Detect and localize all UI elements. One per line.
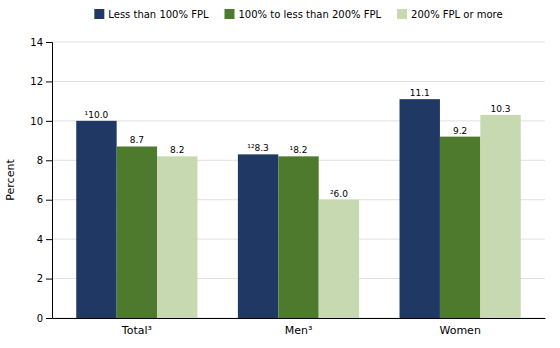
tick: 6	[37, 194, 52, 205]
tick-label: Women	[439, 324, 480, 337]
tick-label: 4	[37, 234, 43, 245]
data-label: 8.7	[130, 135, 144, 145]
tick-label: 14	[30, 37, 43, 48]
legend-item: 100% to less than 200% FPL	[225, 9, 382, 20]
bar	[480, 115, 520, 318]
legend-swatch	[397, 9, 407, 19]
tick: 10	[30, 116, 52, 127]
legend: Less than 100% FPL 100% to less than 200%…	[94, 9, 502, 20]
y-axis: 0 2 4 6 8 10 12 14	[30, 37, 52, 324]
tick-mark	[46, 318, 52, 319]
bar	[440, 137, 480, 318]
data-label: ¹8.2	[290, 145, 308, 155]
bar	[400, 99, 440, 318]
tick: Men³	[285, 324, 313, 337]
grid-line	[52, 120, 545, 121]
tick: 12	[30, 76, 52, 87]
axis-line	[46, 43, 53, 319]
data-label: 10.3	[491, 104, 511, 114]
bar	[278, 156, 318, 318]
tick: Total³	[121, 324, 152, 337]
grid	[52, 42, 545, 318]
grid-line	[52, 42, 545, 43]
bar	[117, 146, 157, 318]
legend-item: 200% FPL or more	[397, 9, 503, 20]
data-label: ²6.0	[330, 189, 348, 199]
legend-label: Less than 100% FPL	[108, 9, 209, 20]
bar	[319, 200, 359, 318]
tick-mark	[46, 279, 52, 280]
data-label: 8.2	[170, 145, 184, 155]
tick-label: 0	[37, 313, 43, 324]
tick-label: Men³	[285, 324, 313, 337]
axis-line	[53, 318, 546, 319]
tick-label: 10	[30, 116, 43, 127]
tick: 4	[37, 234, 52, 245]
data-label: 11.1	[410, 88, 430, 98]
data-label: ¹²8.3	[247, 143, 269, 153]
data-label: 9.2	[453, 126, 467, 136]
tick-mark	[46, 81, 52, 82]
grid-line	[52, 81, 545, 82]
bar	[157, 156, 197, 318]
tick-label: 12	[30, 76, 43, 87]
tick: Women	[439, 324, 480, 337]
tick-mark	[46, 239, 52, 240]
data-labels: ¹10.0 ¹²8.3 11.1 8.7 ¹8.2 9.2 8.2 ²6.0 10.3	[85, 88, 511, 199]
tick: 0	[37, 313, 52, 324]
x-axis: Total³ Men³ Women	[53, 319, 546, 337]
bar	[76, 121, 116, 318]
legend-label: 200% FPL or more	[411, 9, 503, 20]
tick: 14	[30, 37, 52, 48]
plot: ¹10.0 ¹²8.3 11.1 8.7 ¹8.2 9.2 8.2 ²6.0 10.3 0 2 4 6 8…	[30, 37, 545, 337]
tick: 8	[37, 155, 52, 166]
tick-label: 2	[37, 273, 43, 284]
legend-swatch	[94, 9, 104, 19]
chart: ¹10.0 ¹²8.3 11.1 8.7 ¹8.2 9.2 8.2 ²6.0 10.3 0 2 4 6 8…	[0, 0, 560, 348]
legend-swatch	[225, 9, 235, 19]
tick-mark	[46, 200, 52, 201]
tick: 2	[37, 273, 52, 284]
legend-item: Less than 100% FPL	[94, 9, 209, 20]
data-label: ¹10.0	[85, 110, 109, 120]
tick-mark	[46, 42, 52, 43]
tick-mark	[46, 121, 52, 122]
bar	[238, 154, 278, 318]
tick-label: 8	[37, 155, 43, 166]
tick-label: 6	[37, 194, 43, 205]
axis-title: Percent	[4, 159, 17, 201]
tick-label: Total³	[121, 324, 152, 337]
legend-label: 100% to less than 200% FPL	[239, 9, 382, 20]
tick-mark	[46, 160, 52, 161]
bars	[76, 99, 521, 318]
